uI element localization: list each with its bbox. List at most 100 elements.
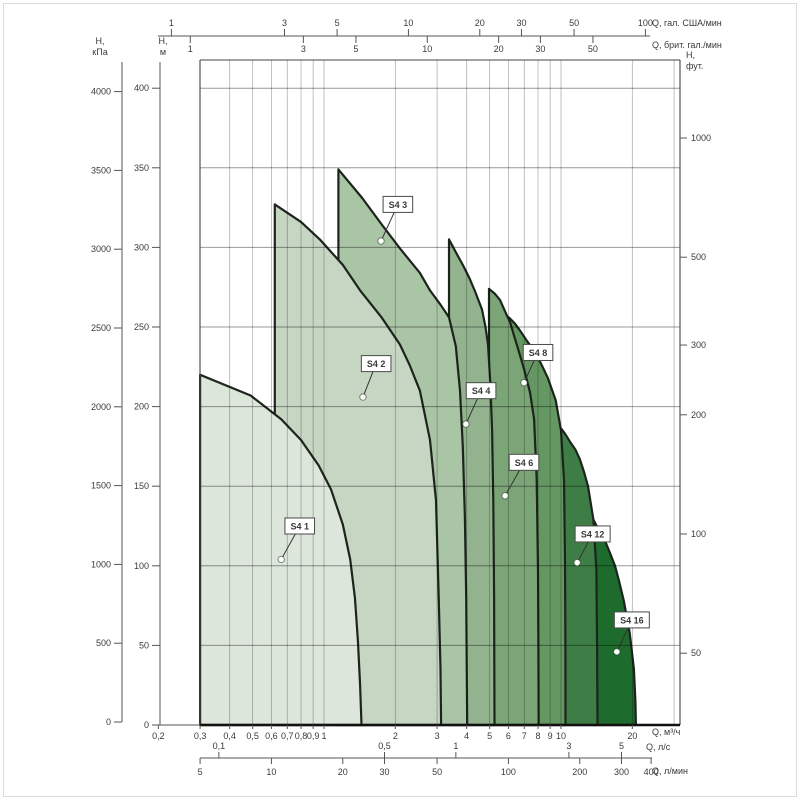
tick-label: 8	[536, 731, 541, 741]
tick-label: 20	[494, 44, 504, 54]
callout-text: S4 2	[367, 359, 386, 369]
tick-label: 5	[198, 767, 203, 777]
tick-label: 20	[475, 18, 485, 28]
tick-label: 0,4	[223, 731, 236, 741]
tick-label: 10	[556, 731, 566, 741]
axis-unit-kpa: H, кПа	[92, 36, 108, 57]
tick-label: 0,9	[307, 731, 320, 741]
callout-box	[382, 195, 414, 213]
callout-text: S4 12	[581, 529, 605, 539]
tick-label: 100	[691, 529, 706, 539]
axis-ft: 50 100 200 300 500 1000	[680, 133, 711, 658]
tick-label: 0,6	[265, 731, 278, 741]
callout-dot	[277, 555, 285, 564]
tick-label: 500	[96, 638, 111, 648]
tick-label: 50	[691, 648, 701, 658]
tick-label: 20	[627, 731, 637, 741]
callout-text: S4 6	[515, 458, 534, 468]
tick-label: 30	[516, 18, 526, 28]
tick-label: 10	[422, 44, 432, 54]
tick-label: 30	[379, 767, 389, 777]
tick-label: 1	[453, 741, 458, 751]
tick-label: 500	[691, 252, 706, 262]
tick-label: 3	[435, 731, 440, 741]
envelope-s4-12	[557, 424, 599, 727]
callout-text: S4 8	[529, 348, 548, 358]
axis-ls-lmin: 0,1 0,5 1 3 5 5 10 20 30 50 100 200 300 400	[198, 741, 659, 777]
callouts: S4 1 S4 2 S4 3 S4 4 S4 6 S4 8 S4 12 S4 16	[277, 195, 650, 656]
callout-box	[465, 382, 497, 400]
tick-label: 9	[548, 731, 553, 741]
callout-s4-4: S4 4	[462, 382, 497, 428]
tick-label: 10	[403, 18, 413, 28]
tick-label: 0,7	[281, 731, 294, 741]
tick-label: 0,1	[213, 741, 226, 751]
callout-text: S4 4	[472, 386, 491, 396]
tick-label: 3	[282, 18, 287, 28]
tick-label: 5	[335, 18, 340, 28]
tick-label: 1000	[91, 559, 111, 569]
axis-m: 0 50 100 150 200 250 300 350 400	[134, 62, 161, 730]
callout-text: S4 16	[620, 615, 644, 625]
tick-label: 300	[691, 340, 706, 350]
tick-label: 6	[506, 731, 511, 741]
callout-dot	[573, 558, 581, 567]
tick-label: 100	[638, 18, 653, 28]
tick-label: 1	[321, 731, 326, 741]
callout-text: S4 3	[389, 200, 408, 210]
tick-label: 200	[691, 410, 706, 420]
envelope-s4-6	[487, 287, 540, 727]
callout-s4-2: S4 2	[359, 355, 392, 401]
tick-label: 100	[134, 561, 149, 571]
tick-label: 0,8	[295, 731, 308, 741]
axis-unit-m: H, м	[158, 36, 168, 57]
tick-label: 1	[188, 44, 193, 54]
callout-text: S4 1	[290, 522, 309, 532]
axis-gpm: 1 3 5 10 20 30 50 100 1 3 5 10 20 30 50	[158, 18, 653, 54]
callout-s4-6: S4 6	[501, 453, 540, 500]
tick-label: 50	[139, 640, 149, 650]
tick-label: 5	[487, 731, 492, 741]
tick-label: 3500	[91, 165, 111, 175]
tick-label: 30	[535, 44, 545, 54]
tick-label: 3000	[91, 244, 111, 254]
tick-label: 200	[572, 767, 587, 777]
tick-label: 20	[338, 767, 348, 777]
tick-label: 150	[134, 481, 149, 491]
tick-label: 300	[134, 242, 149, 252]
axis-unit-ukgpm: Q, брит. гал./мин	[652, 40, 722, 50]
tick-label: 1	[169, 18, 174, 28]
tick-label: 2	[393, 731, 398, 741]
callout-s4-12: S4 12	[573, 525, 611, 567]
tick-label: 0,5	[246, 731, 259, 741]
tick-label: 10	[266, 767, 276, 777]
axis-m3h: 0,2 0,3 0,4 0,5 0,6 0,7 0,8 0,9 1 2 3 4 5 6 7 8 9 10 20	[152, 725, 637, 741]
callout-dot	[462, 420, 470, 428]
callout-s4-8: S4 8	[520, 343, 554, 387]
callout-s4-1: S4 1	[277, 517, 316, 564]
callout-box	[522, 343, 554, 361]
tick-label: 50	[569, 18, 579, 28]
tick-label: 2500	[91, 323, 111, 333]
callout-dot	[613, 648, 621, 656]
callout-box	[360, 355, 392, 373]
tick-label: 0,2	[152, 731, 165, 741]
tick-label: 300	[614, 767, 629, 777]
tick-label: 4	[464, 731, 469, 741]
callout-dot	[501, 492, 509, 500]
axis-unit-ls: Q, л/с	[646, 742, 671, 752]
tick-label: 350	[134, 163, 149, 173]
tick-label: 3	[566, 741, 571, 751]
axis-unit-ft: H, фут.	[686, 50, 704, 71]
tick-label: 5	[353, 44, 358, 54]
callout-box	[574, 525, 611, 543]
plot-frame	[160, 59, 681, 727]
tick-label: 0	[106, 717, 111, 727]
axis-unit-usgpm: Q, гал. США/мин	[652, 18, 722, 28]
callout-box	[508, 453, 540, 471]
pump-envelopes	[199, 168, 637, 727]
tick-label: 1000	[691, 133, 711, 143]
tick-label: 50	[588, 44, 598, 54]
